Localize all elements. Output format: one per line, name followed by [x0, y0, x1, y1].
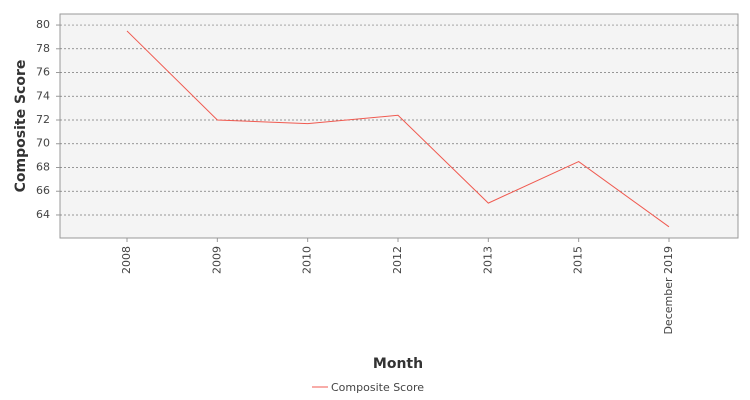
x-tick-label: 2009: [210, 246, 223, 274]
y-tick-label: 76: [36, 66, 50, 79]
x-tick-label: 2012: [391, 246, 404, 274]
y-tick-label: 68: [36, 160, 50, 173]
y-tick-label: 74: [36, 89, 50, 102]
y-tick-label: 78: [36, 42, 50, 55]
x-tick-label: 2010: [301, 246, 314, 274]
y-tick-label: 66: [36, 184, 50, 197]
x-axis-title: Month: [373, 356, 423, 372]
y-tick-label: 64: [36, 208, 50, 221]
y-axis-title: Composite Score: [13, 60, 29, 193]
x-tick-label: December 2019: [662, 246, 675, 335]
x-tick-label: 2008: [120, 246, 133, 274]
x-tick-label: 2015: [572, 246, 585, 274]
plot-area: [59, 13, 739, 239]
y-tick-label: 80: [36, 18, 50, 31]
legend-label: Composite Score: [331, 381, 424, 394]
y-tick-label: 72: [36, 113, 50, 126]
y-tick-label: 70: [36, 137, 50, 150]
x-tick-label: 2013: [481, 246, 494, 274]
data-line: [126, 30, 670, 228]
